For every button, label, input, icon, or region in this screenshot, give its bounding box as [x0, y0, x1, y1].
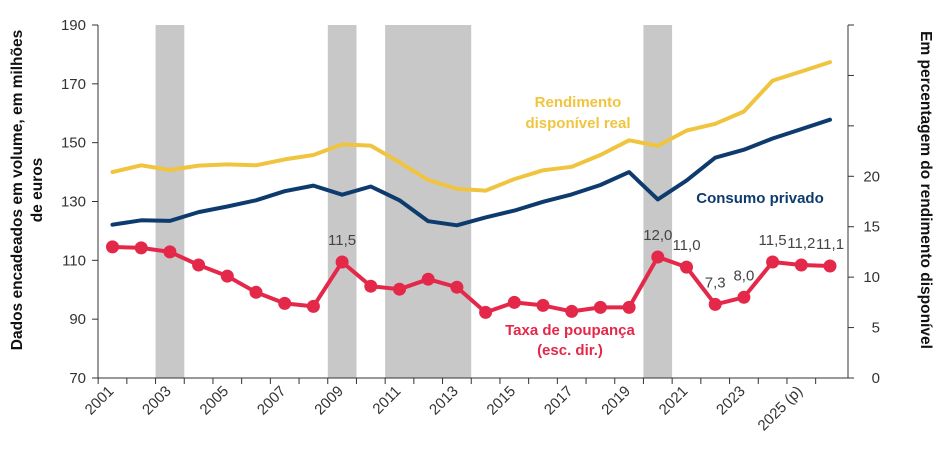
series-point: [507, 295, 521, 309]
left-tick-label: 170: [61, 76, 86, 93]
series-label-2: Taxa de poupança (esc. dir.): [505, 322, 635, 359]
x-tick-label: 2013: [426, 383, 462, 419]
series-label-line: Consumo privado: [696, 190, 824, 207]
x-tick-label: 2005: [197, 383, 233, 419]
right-tick-label: 0: [872, 370, 880, 387]
series-label-line: Taxa de poupança: [505, 322, 635, 339]
series-point: [364, 279, 378, 293]
data-label: 11,5: [328, 232, 356, 249]
left-tick-label: 110: [62, 252, 86, 269]
series-point: [106, 240, 119, 254]
x-tick-label: 2003: [139, 383, 175, 419]
series-point: [220, 269, 234, 283]
data-label: 12,0: [643, 227, 672, 244]
left-axis-title-line: Dados encadeados em volume, em milhões: [9, 30, 26, 350]
x-tick-label: 2009: [311, 383, 347, 419]
data-label: 11,5: [759, 232, 787, 249]
x-tick-label: 2011: [369, 383, 404, 418]
left-tick-label: 190: [61, 17, 86, 34]
x-tick-label: 2019: [598, 383, 634, 419]
series-label-line: Rendimento: [535, 94, 622, 111]
series-point: [249, 285, 263, 299]
x-tick-label: 2001: [82, 383, 118, 419]
series-point: [450, 280, 464, 294]
x-tick-label: 2025 (p): [755, 383, 807, 435]
series-point: [680, 260, 693, 274]
right-tick-label: 5: [872, 320, 880, 337]
series-point: [794, 258, 808, 272]
left-tick-label: 150: [61, 135, 86, 152]
series-markers: [106, 240, 837, 319]
series-point: [651, 250, 665, 264]
shaded-period-3: [643, 25, 673, 378]
series-point: [565, 304, 579, 318]
series-point: [163, 245, 177, 259]
x-tick-label: 2021: [656, 383, 692, 419]
right-tick-label: 20: [863, 168, 880, 185]
shaded-period-0: [155, 25, 185, 378]
series-point: [393, 282, 406, 296]
series-label-1: Consumo privado: [696, 190, 824, 207]
series-point: [593, 300, 607, 314]
right-axis-title: Em percentagem do rendimento disponível: [917, 31, 934, 349]
left-tick-label: 90: [69, 311, 86, 328]
series-line-1: [110, 117, 832, 228]
series-point: [479, 305, 493, 319]
left-tick-label: 130: [61, 194, 86, 211]
x-tick-label: 2015: [484, 383, 520, 419]
series-point: [421, 272, 435, 286]
series-point: [737, 290, 751, 304]
series-label-line: (esc. dir.): [537, 342, 603, 359]
series-point: [708, 297, 722, 311]
data-label: 11,2: [787, 235, 815, 252]
shaded-period-1: [327, 25, 357, 378]
left-tick-label: 70: [69, 370, 86, 387]
series-point: [192, 258, 206, 272]
left-axis-title-line: de euros: [29, 158, 46, 223]
x-tick-label: 2023: [713, 383, 749, 419]
series-point: [335, 255, 349, 269]
series-point: [134, 241, 148, 255]
series-point: [536, 298, 550, 312]
series-point: [278, 296, 292, 310]
data-label: 7,3: [705, 274, 726, 291]
series-point: [823, 259, 837, 273]
series-label-line: disponível real: [525, 115, 630, 132]
data-label: 11,0: [672, 237, 700, 254]
chart-text: 70 90 110 130 150 170 190 0 5 10 15 20 2001 2003 2005 2…: [9, 17, 934, 434]
series-point: [622, 300, 636, 314]
series-point: [306, 299, 320, 313]
right-tick-label: 10: [863, 269, 880, 286]
data-label: 11,1: [816, 236, 844, 253]
x-tick-label: 2007: [254, 383, 290, 419]
series-point: [766, 255, 780, 269]
data-label: 8,0: [733, 267, 754, 284]
axes: [92, 24, 854, 384]
series-label-0: Rendimento disponível real: [525, 94, 630, 132]
series-line-0: [110, 60, 832, 193]
right-tick-label: 15: [863, 219, 880, 236]
x-tick-label: 2017: [541, 383, 577, 419]
left-axis-title: Dados encadeados em volume, em milhões de…: [9, 30, 46, 350]
